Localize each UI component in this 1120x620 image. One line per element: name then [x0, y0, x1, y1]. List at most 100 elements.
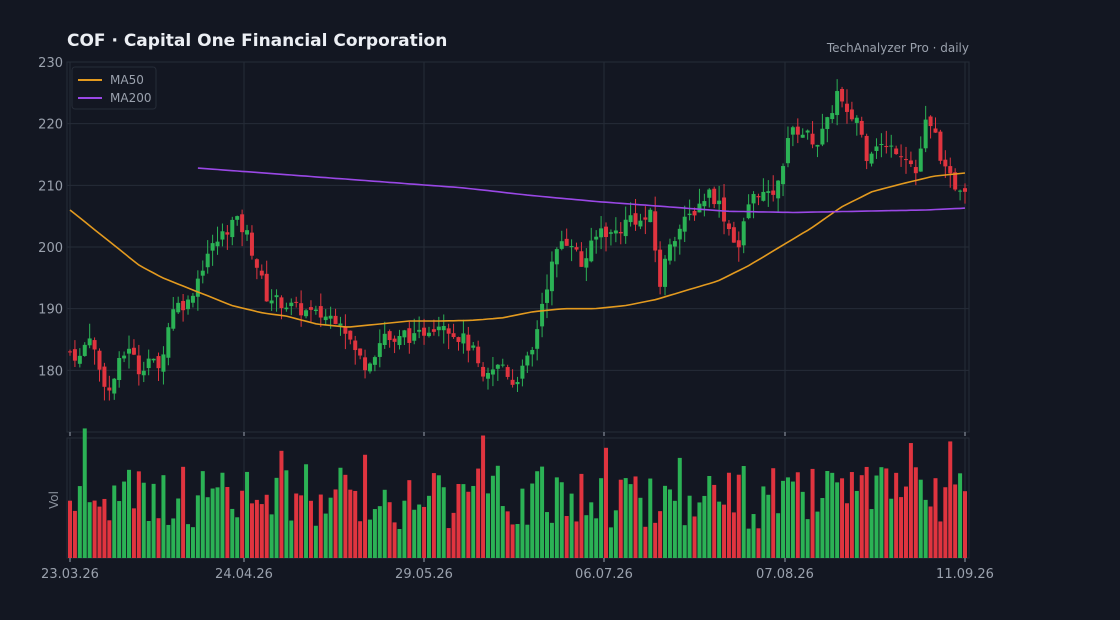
candle-body — [908, 160, 913, 165]
legend-label: MA50 — [110, 73, 144, 87]
candle-body — [495, 364, 500, 369]
x-tick-label: 06.07.26 — [575, 567, 633, 582]
candle-body — [68, 351, 72, 353]
candle-body — [805, 130, 810, 133]
candle-body — [363, 357, 368, 371]
volume-bar — [746, 528, 751, 558]
candle-body — [308, 307, 313, 310]
volume-bar — [461, 484, 466, 558]
volume-bar — [520, 488, 525, 558]
volume-bar — [112, 485, 117, 558]
candle-body — [549, 261, 554, 292]
volume-bar — [564, 516, 569, 558]
candle-body — [117, 358, 122, 381]
volume-bar — [613, 510, 618, 558]
candle-body — [726, 223, 731, 230]
volume-bar — [638, 497, 643, 558]
candle-body — [938, 131, 943, 161]
volume-bar — [318, 494, 323, 558]
candle-body — [825, 117, 830, 130]
volume-bar — [569, 493, 574, 558]
candle-body — [377, 343, 382, 357]
y-tick-label: 180 — [38, 364, 63, 379]
candle-body — [358, 348, 363, 356]
volume-bar — [736, 474, 741, 558]
volume-axis-label: Vol — [47, 491, 61, 509]
candle-body — [299, 303, 304, 316]
candle-body — [682, 216, 687, 232]
candle-body — [633, 213, 638, 225]
volume-bar — [245, 471, 250, 558]
candle-body — [171, 309, 176, 329]
candle-body — [953, 172, 958, 190]
candle-body — [426, 332, 431, 337]
candle-body — [741, 221, 746, 246]
volume-bar — [392, 522, 397, 558]
volume-bar — [72, 510, 77, 558]
volume-bar — [122, 481, 127, 558]
volume-bar — [535, 471, 540, 558]
volume-bar — [259, 504, 264, 558]
candle-body — [894, 148, 899, 155]
candle-body — [466, 334, 471, 351]
candle-body — [658, 249, 663, 287]
volume-bar — [313, 525, 318, 558]
volume-bar — [751, 514, 756, 558]
candle-body — [323, 316, 328, 321]
volume-bar — [387, 502, 392, 558]
candle-body — [766, 191, 771, 193]
candle-body — [505, 367, 510, 377]
candle-body — [918, 148, 923, 172]
volume-bar — [717, 501, 722, 558]
candle-body — [790, 127, 795, 135]
candle-body — [604, 226, 609, 238]
candle-body — [707, 189, 712, 198]
volume-bar — [584, 515, 589, 558]
volume-bar — [549, 522, 554, 558]
volume-bar — [869, 509, 874, 558]
candle-body — [412, 333, 417, 341]
candle-body — [530, 349, 535, 355]
volume-bar — [485, 493, 490, 558]
y-tick-label: 230 — [38, 56, 63, 71]
candle-body — [343, 327, 348, 334]
volume-bar — [500, 506, 505, 558]
volume-bar — [731, 512, 736, 558]
volume-bar — [102, 498, 107, 558]
x-tick-label: 29.05.26 — [395, 567, 453, 582]
candle-body — [903, 159, 908, 161]
volume-bar — [672, 500, 677, 558]
volume-bar — [294, 493, 299, 558]
candle-body — [736, 240, 741, 248]
candle-body — [500, 364, 505, 366]
candle-body — [77, 355, 82, 364]
volume-bar — [402, 500, 407, 558]
candle-body — [490, 369, 495, 375]
volume-bar — [594, 518, 599, 558]
candle-body — [131, 347, 136, 355]
volume-bar — [574, 521, 579, 558]
volume-bar — [412, 509, 417, 558]
candle-body — [589, 240, 594, 262]
volume-bar — [407, 480, 412, 558]
candle-body — [667, 244, 672, 261]
candle-body — [289, 302, 294, 307]
candle-body — [810, 133, 815, 145]
candle-body — [476, 346, 481, 364]
candle-body — [672, 241, 677, 247]
candle-body — [795, 126, 800, 135]
candle-body — [210, 243, 215, 251]
volume-bar — [328, 497, 333, 558]
candle-body — [436, 326, 441, 331]
volume-bar — [707, 475, 712, 558]
volume-bar — [274, 477, 279, 558]
volume-bar — [441, 487, 446, 558]
candle-body — [456, 337, 461, 342]
candle-body — [313, 309, 318, 312]
volume-bar — [766, 494, 771, 558]
candle-body — [382, 333, 387, 345]
candle-body — [274, 295, 279, 298]
volume-bar — [117, 501, 122, 558]
volume-bar — [874, 475, 879, 558]
volume-bar — [77, 486, 82, 558]
